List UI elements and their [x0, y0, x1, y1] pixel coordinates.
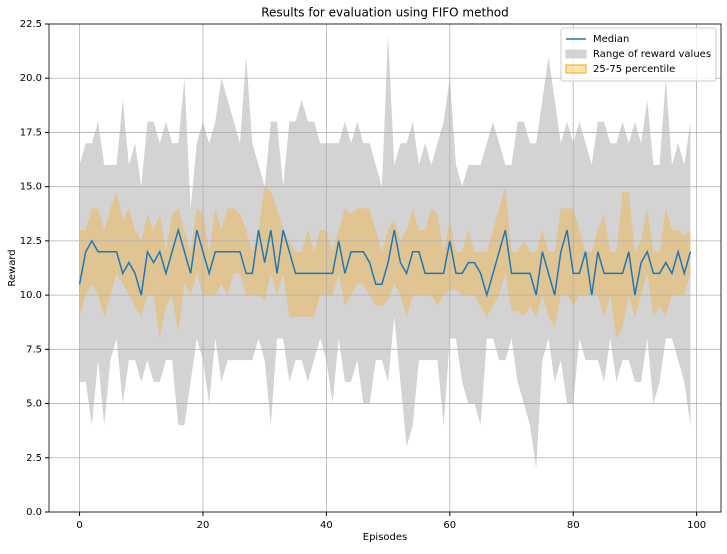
y-tick-label: 2.5 [26, 453, 42, 464]
chart-title: Results for evaluation using FIFO method [261, 6, 509, 20]
y-axis-label: Reward [7, 249, 18, 286]
y-tick-label: 15.0 [20, 182, 42, 193]
y-tick-label: 0.0 [26, 507, 42, 518]
x-tick-label: 0 [76, 520, 82, 531]
x-tick-label: 40 [320, 520, 333, 531]
y-tick-label: 7.5 [26, 344, 42, 355]
x-tick-label: 60 [443, 520, 456, 531]
band-area [79, 34, 691, 469]
y-tick-label: 20.0 [20, 73, 42, 84]
legend-label: Median [593, 34, 629, 45]
x-tick-label: 80 [567, 520, 580, 531]
legend-swatch [565, 64, 587, 74]
x-tick-label: 20 [197, 520, 210, 531]
x-tick-label: 100 [687, 520, 706, 531]
median-line [78, 227, 692, 298]
y-tick-label: 5.0 [26, 399, 42, 410]
y-tick-label: 10.0 [20, 290, 42, 301]
legend-label: Range of reward values [593, 49, 711, 60]
x-axis-label: Episodes [363, 532, 407, 543]
y-tick-label: 17.5 [20, 127, 42, 138]
y-tick-label: 22.5 [20, 19, 42, 30]
plot-frame [48, 23, 722, 513]
y-tick-label: 12.5 [20, 236, 42, 247]
band-area [79, 186, 691, 339]
legend-swatch [565, 49, 587, 59]
legend-label: 25-75 percentile [593, 64, 675, 75]
legend-box [560, 27, 717, 82]
